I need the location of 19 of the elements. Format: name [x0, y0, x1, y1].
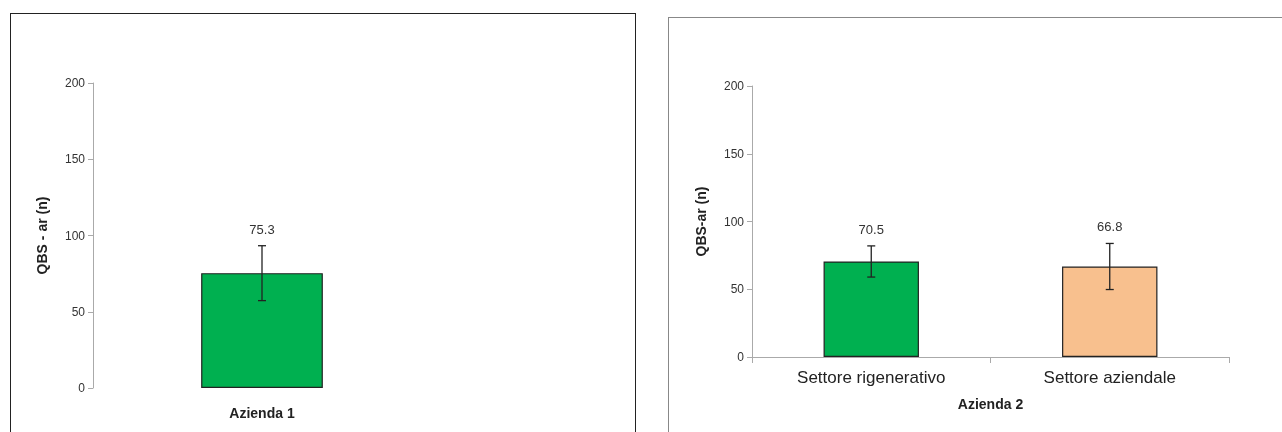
- y-axis-title: QBS - ar (n): [34, 196, 50, 275]
- y-tick-label: 50: [730, 282, 745, 297]
- x-axis-title: Azienda 2: [957, 396, 1024, 412]
- y-tick-label: 200: [723, 79, 745, 93]
- y-tick-label: 0: [78, 381, 86, 395]
- y-axis-title: QBS-ar (n): [693, 186, 709, 257]
- y-tick-label: 0: [737, 350, 745, 364]
- y-tick-label: 100: [64, 228, 86, 243]
- y-tick-label: 200: [64, 76, 86, 90]
- data-label: 75.3: [249, 221, 275, 237]
- data-label: 70.5: [858, 221, 884, 237]
- x-axis-title: Azienda 1: [229, 405, 295, 421]
- data-label: 66.8: [1097, 219, 1123, 235]
- y-tick-label: 150: [64, 152, 86, 167]
- y-tick-label: 150: [723, 146, 745, 161]
- x-tick-label: Settore rigenerativo: [797, 368, 946, 387]
- y-tick-label: 100: [723, 214, 745, 229]
- x-tick-label: Settore aziendale: [1043, 368, 1176, 387]
- y-tick-label: 50: [71, 304, 86, 319]
